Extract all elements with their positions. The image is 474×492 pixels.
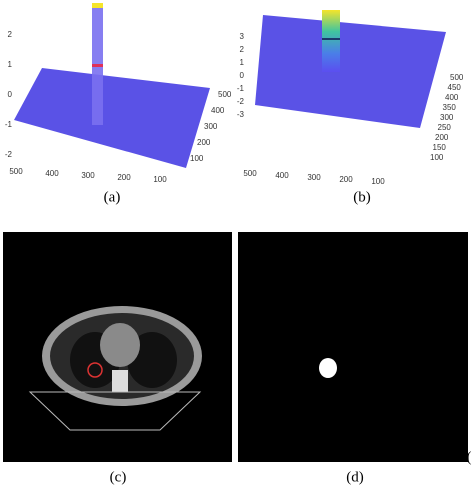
z-tick-label: -2 [5,150,13,159]
y-tick-label: 350 [443,103,457,112]
panel-label: (b) [353,189,371,205]
z-tick-label: -3 [237,110,245,119]
z-tick-label: 0 [240,71,245,80]
y-tick-label: 450 [448,83,462,92]
x-tick-label: 400 [275,171,289,180]
x-tick-label: 100 [153,175,167,184]
y-tick-label: 200 [197,138,211,147]
z-tick-label: -2 [237,97,245,106]
contour [92,64,103,67]
z-tick-label: -1 [237,84,245,93]
y-tick-label: 400 [211,106,225,115]
mask-image [238,232,468,462]
y-tick-label: 250 [438,123,452,132]
plane [14,68,210,168]
x-tick-label: 200 [117,173,131,182]
contour [322,38,340,40]
z-tick-label: 0 [8,90,13,99]
y-tick-label: 400 [445,93,459,102]
x-tick-label: 200 [339,175,353,184]
y-tick-label: 500 [450,73,464,82]
x-tick-label: 500 [9,167,23,176]
y-tick-label: 200 [435,133,449,142]
y-tick-label: 100 [430,153,444,162]
z-tick-label: 2 [240,45,245,54]
y-tick-label: 500 [218,90,232,99]
x-tick-label: 100 [371,177,385,186]
surface-b [255,10,446,128]
column [322,10,340,72]
trailing-text: ( [467,449,472,465]
y-tick-label: 100 [190,154,204,163]
z-tick-label: 2 [8,30,13,39]
y-tick-label: 150 [433,143,447,152]
panel-label: (a) [104,189,121,205]
y-tick-label: 300 [204,122,218,131]
plane [255,15,446,128]
x-tick-label: 300 [81,171,95,180]
z-tick-label: 3 [240,32,245,41]
y-tick-label: 300 [440,113,454,122]
z-tick-label: -1 [5,120,13,129]
z-tick-label: 1 [8,60,13,69]
panel-label: (c) [110,469,127,485]
column-top [92,3,103,8]
surface-a [14,3,210,168]
x-tick-label: 300 [307,173,321,182]
ct-image [3,232,232,462]
x-tick-label: 400 [45,169,59,178]
panel-label: (d) [346,469,364,485]
x-tick-label: 500 [243,169,257,178]
z-tick-label: 1 [240,58,245,67]
